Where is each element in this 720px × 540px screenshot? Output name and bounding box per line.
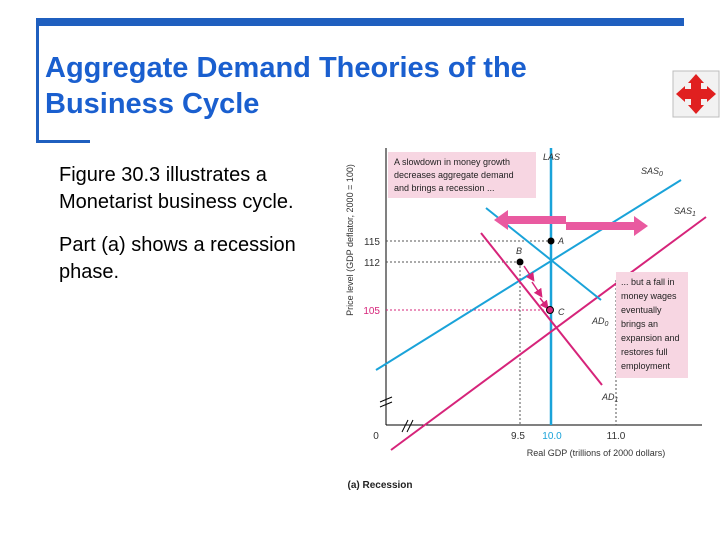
y-tick-label: 112 <box>364 258 380 269</box>
sas-shift-arrow-head <box>634 216 648 236</box>
annotation-line: money wages <box>621 291 677 301</box>
x-tick-label: 11.0 <box>607 431 626 442</box>
paragraph-part-a: Part (a) shows a recession phase. <box>59 232 359 286</box>
x-tick-label: 9.5 <box>511 431 525 442</box>
title-frame-top-bar <box>36 18 684 26</box>
annotation-line: and brings a recession ... <box>394 183 495 193</box>
slide-title-line-2: Business Cycle <box>45 86 645 122</box>
annotation-line: employment <box>621 361 671 371</box>
las-label: LAS <box>543 152 560 162</box>
figure-caption: (a) Recession <box>347 480 412 491</box>
four-way-move-icon[interactable] <box>672 70 720 118</box>
point-b-label: B <box>516 246 522 256</box>
x-tick-label: 10.0 <box>542 431 562 442</box>
sas1-label: SAS1 <box>674 206 696 218</box>
y-tick-label: 105 <box>363 306 380 317</box>
sas0-label: SAS0 <box>641 166 663 178</box>
ad1-curve <box>481 233 602 385</box>
x-tick-label: 0 <box>373 431 379 442</box>
recession-diagram: Price level (GDP deflator, 2000 = 100) R… <box>336 140 720 500</box>
title-frame-bottom-bar <box>36 140 90 143</box>
annotation-line: A slowdown in money growth <box>394 157 510 167</box>
slide-title-line-1: Aggregate Demand Theories of the <box>45 50 645 86</box>
paragraph-line: phase. <box>59 259 359 286</box>
paragraph-line: Figure 30.3 illustrates a <box>59 162 359 189</box>
title-frame-left-bar <box>36 18 39 142</box>
movement-arrow <box>540 298 546 306</box>
point-a-label: A <box>557 236 564 246</box>
paragraph-figure-intro: Figure 30.3 illustrates a Monetarist bus… <box>59 162 359 216</box>
annotation-line: eventually <box>621 305 662 315</box>
annotation-line: decreases aggregate demand <box>394 170 514 180</box>
annotation-line: brings an <box>621 319 658 329</box>
point-a <box>548 238 555 245</box>
annotation-line: expansion and <box>621 333 680 343</box>
annotation-line: ... but a fall in <box>621 277 675 287</box>
paragraph-line: Monetarist business cycle. <box>59 189 359 216</box>
point-c-label: C <box>558 307 565 317</box>
x-axis-break-mark <box>402 420 408 432</box>
x-axis-break-mark <box>407 420 413 432</box>
point-b <box>517 259 524 266</box>
ad0-label: AD0 <box>591 316 609 328</box>
movement-arrow <box>532 282 540 294</box>
slide-title: Aggregate Demand Theories of the Busines… <box>45 50 645 122</box>
point-c <box>547 307 554 314</box>
ad-shift-arrow-head <box>494 210 508 230</box>
y-axis-label: Price level (GDP deflator, 2000 = 100) <box>345 164 355 316</box>
paragraph-line: Part (a) shows a recession <box>59 232 359 259</box>
annotation-line: restores full <box>621 347 668 357</box>
x-axis-label: Real GDP (trillions of 2000 dollars) <box>527 448 665 458</box>
y-tick-label: 115 <box>364 237 380 248</box>
